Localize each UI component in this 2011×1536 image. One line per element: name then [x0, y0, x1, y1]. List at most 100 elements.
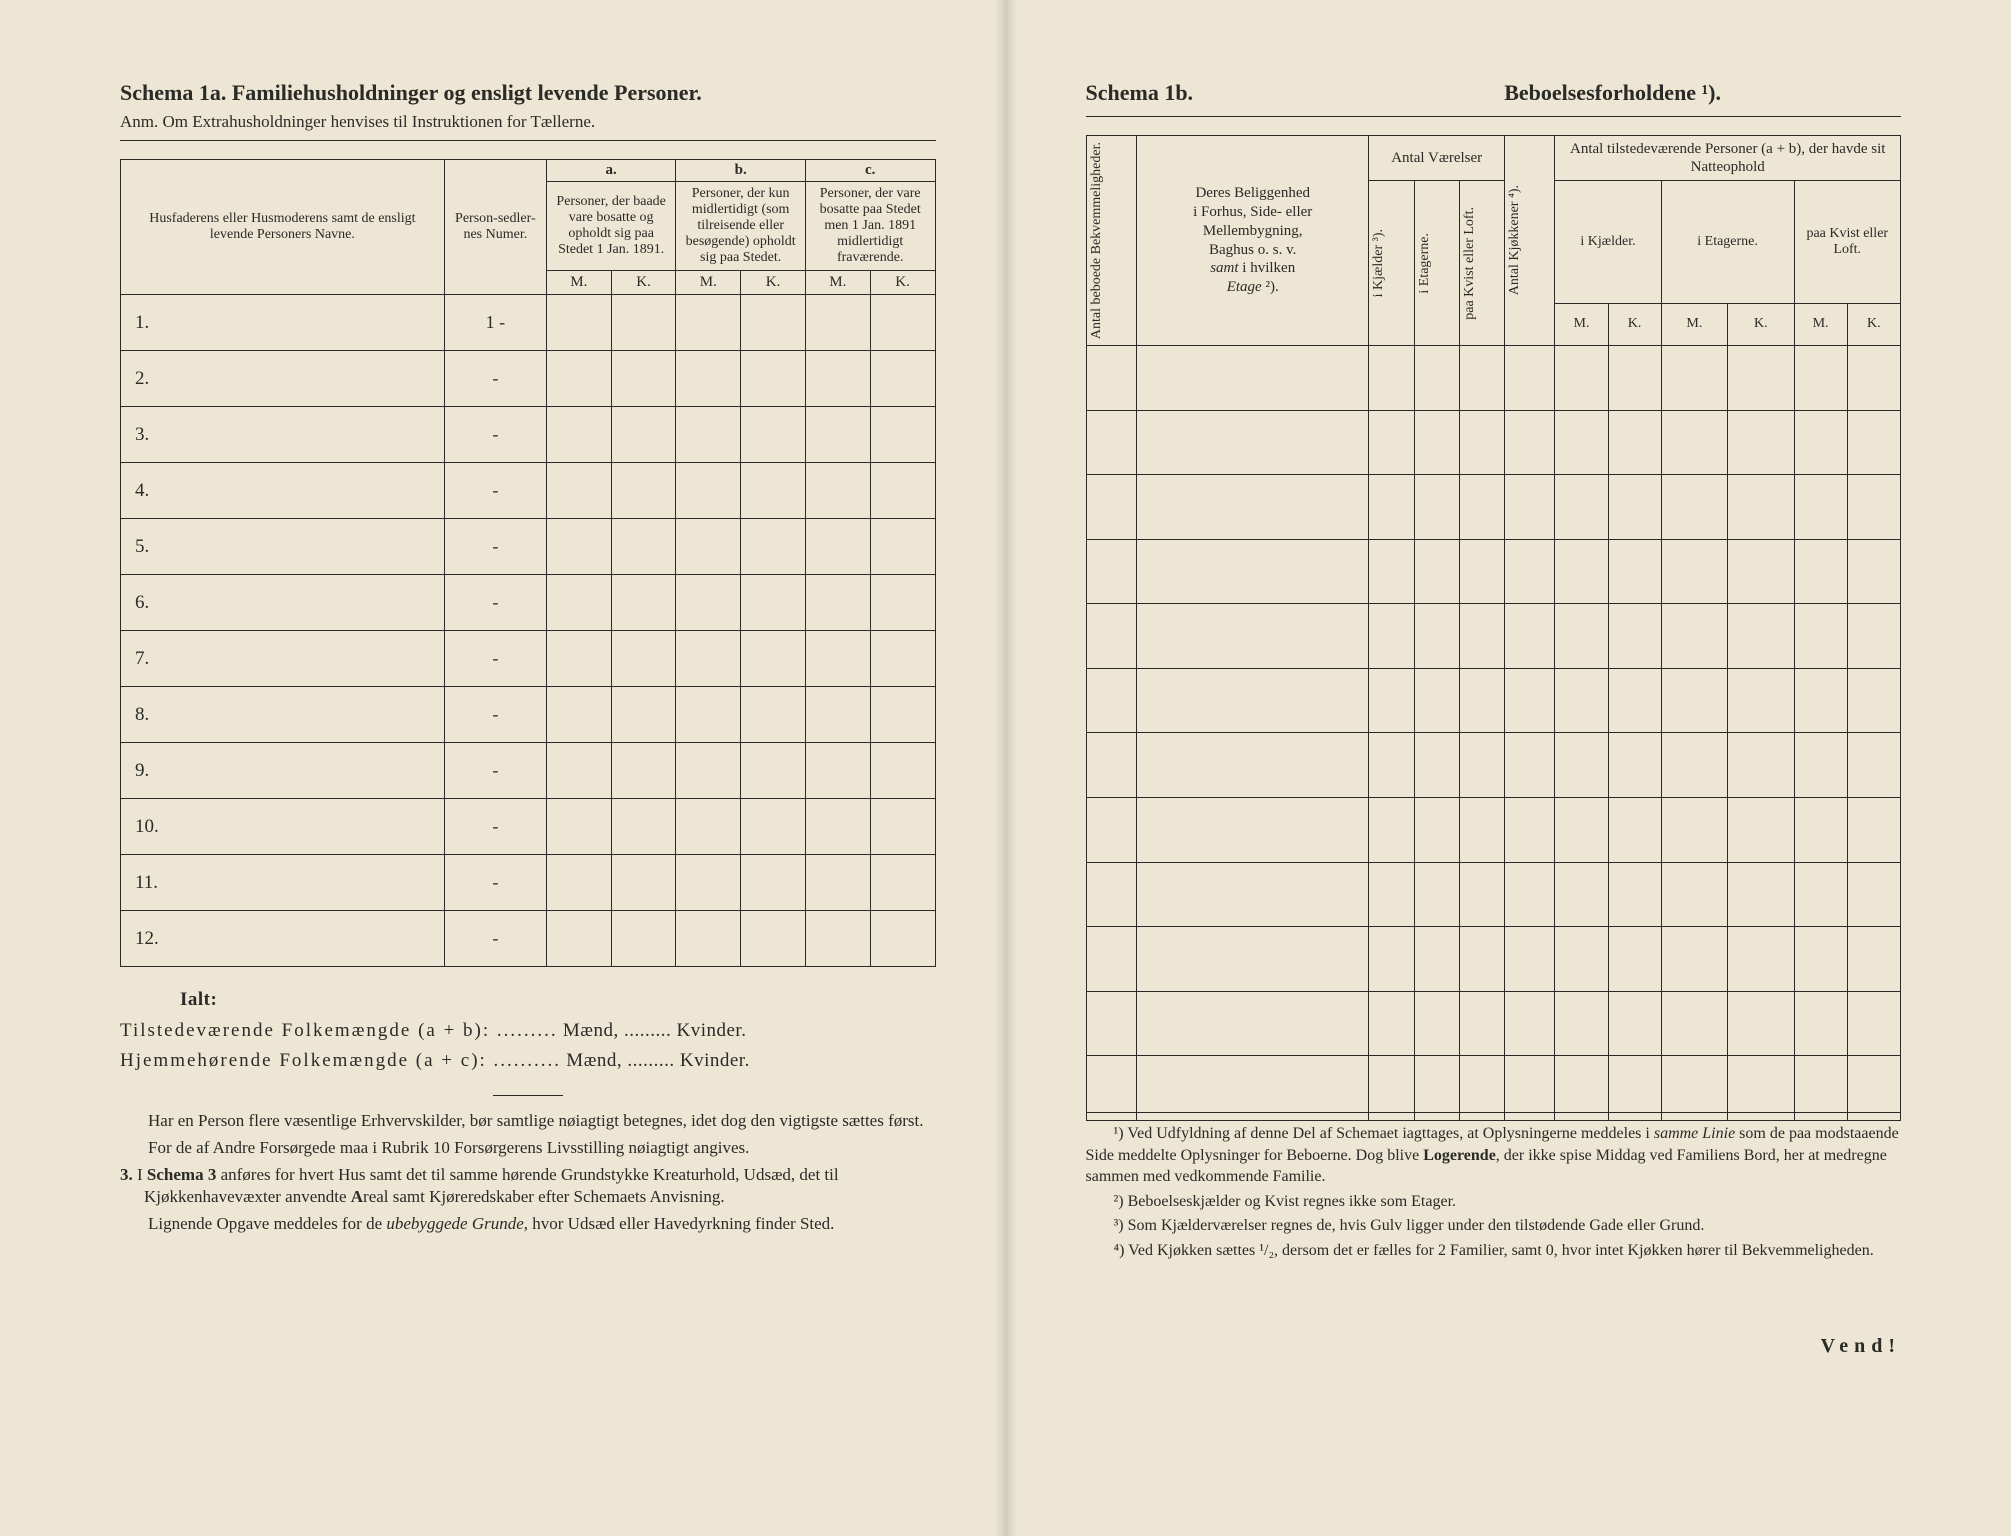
- cell: [805, 855, 870, 911]
- cell: [611, 295, 676, 351]
- cell: [870, 911, 935, 967]
- cell: [676, 911, 741, 967]
- cell: [1414, 410, 1459, 475]
- cell: [676, 631, 741, 687]
- cell: [1369, 475, 1414, 540]
- cell: [1794, 604, 1847, 669]
- cell: [1504, 798, 1554, 863]
- cell: [611, 743, 676, 799]
- col-b-k: K.: [741, 271, 806, 295]
- vend-label: Vend!: [1086, 1335, 1902, 1358]
- cell: [1086, 668, 1136, 733]
- cell: [1608, 346, 1661, 411]
- cell: [1608, 733, 1661, 798]
- cell: [676, 743, 741, 799]
- cell: [1728, 668, 1794, 733]
- cell: [1369, 539, 1414, 604]
- cell: [741, 855, 806, 911]
- cell: [676, 855, 741, 911]
- cell: [1136, 604, 1368, 669]
- short-rule: [493, 1095, 563, 1096]
- cell: [870, 407, 935, 463]
- table-row: [1086, 668, 1901, 733]
- title-rule-right: [1086, 116, 1902, 117]
- table-row: 1.1 -: [121, 295, 936, 351]
- cell: [611, 631, 676, 687]
- cell: [1369, 862, 1414, 927]
- cell: [676, 463, 741, 519]
- cell: [1136, 539, 1368, 604]
- cell: [1661, 410, 1727, 475]
- cell: [870, 519, 935, 575]
- cell: [546, 631, 611, 687]
- cell: [805, 911, 870, 967]
- cell: [1555, 733, 1608, 798]
- cell: [1661, 668, 1727, 733]
- cell: [1555, 798, 1608, 863]
- cell: [1728, 604, 1794, 669]
- cell: [1728, 346, 1794, 411]
- page-left: Schema 1a. Familiehusholdninger og ensli…: [0, 0, 1006, 1536]
- cell: [1555, 927, 1608, 992]
- cell: [1414, 604, 1459, 669]
- cell: [870, 295, 935, 351]
- cell: [1504, 346, 1554, 411]
- cell: [1136, 668, 1368, 733]
- cell: [1794, 733, 1847, 798]
- cell: [611, 799, 676, 855]
- cell: [1794, 475, 1847, 540]
- cell: [1086, 733, 1136, 798]
- cell: [1369, 668, 1414, 733]
- cell: [1794, 410, 1847, 475]
- cell: [546, 687, 611, 743]
- cell: [1728, 410, 1794, 475]
- footnote-rule: [1086, 1112, 1902, 1113]
- cell: [1136, 346, 1368, 411]
- cell: [805, 463, 870, 519]
- cell: [1794, 346, 1847, 411]
- cell: [741, 575, 806, 631]
- table-row: [1086, 410, 1901, 475]
- ialt-label: Ialt:: [120, 985, 936, 1015]
- table-row: [1086, 862, 1901, 927]
- cell: [1136, 410, 1368, 475]
- cell: [1608, 668, 1661, 733]
- cell: [1847, 862, 1900, 927]
- cell: [611, 911, 676, 967]
- cell: [676, 575, 741, 631]
- cell: [1459, 604, 1504, 669]
- cell: [1459, 410, 1504, 475]
- cell: [546, 743, 611, 799]
- cell: [1504, 862, 1554, 927]
- cell: [1504, 410, 1554, 475]
- person-number-cell: -: [444, 631, 546, 687]
- schema-1a-body: 1.1 -2.-3.-4.-5.-6.-7.-8.-9.-10.-11.-12.…: [121, 295, 936, 967]
- cell: [1504, 733, 1554, 798]
- cell: [1369, 991, 1414, 1056]
- cell: [1136, 798, 1368, 863]
- cell: [546, 799, 611, 855]
- cell: [1608, 604, 1661, 669]
- cell: [741, 631, 806, 687]
- col-antal-bebo: Antal beboede Bekvemmeligheder.: [1086, 136, 1136, 346]
- cell: [1086, 346, 1136, 411]
- row-number: 5.: [121, 519, 445, 575]
- cell: [1086, 539, 1136, 604]
- cell: [1504, 668, 1554, 733]
- cell: [1504, 604, 1554, 669]
- cell: [1794, 862, 1847, 927]
- cell: [676, 407, 741, 463]
- left-notes: Har en Person flere væsentlige Erhvervsk…: [120, 1110, 936, 1241]
- sub2-etagerne: i Etagerne.: [1661, 181, 1794, 304]
- cell: [1661, 733, 1727, 798]
- note-1: Har en Person flere væsentlige Erhvervsk…: [120, 1110, 936, 1133]
- group-b-text: Personer, der kun midlertidigt (som tilr…: [676, 182, 806, 271]
- cell: [1608, 539, 1661, 604]
- cell: [1608, 798, 1661, 863]
- cell: [1728, 927, 1794, 992]
- mk-3: M.: [1661, 303, 1727, 345]
- cell: [1661, 991, 1727, 1056]
- cell: [1847, 410, 1900, 475]
- cell: [611, 855, 676, 911]
- cell: [1086, 798, 1136, 863]
